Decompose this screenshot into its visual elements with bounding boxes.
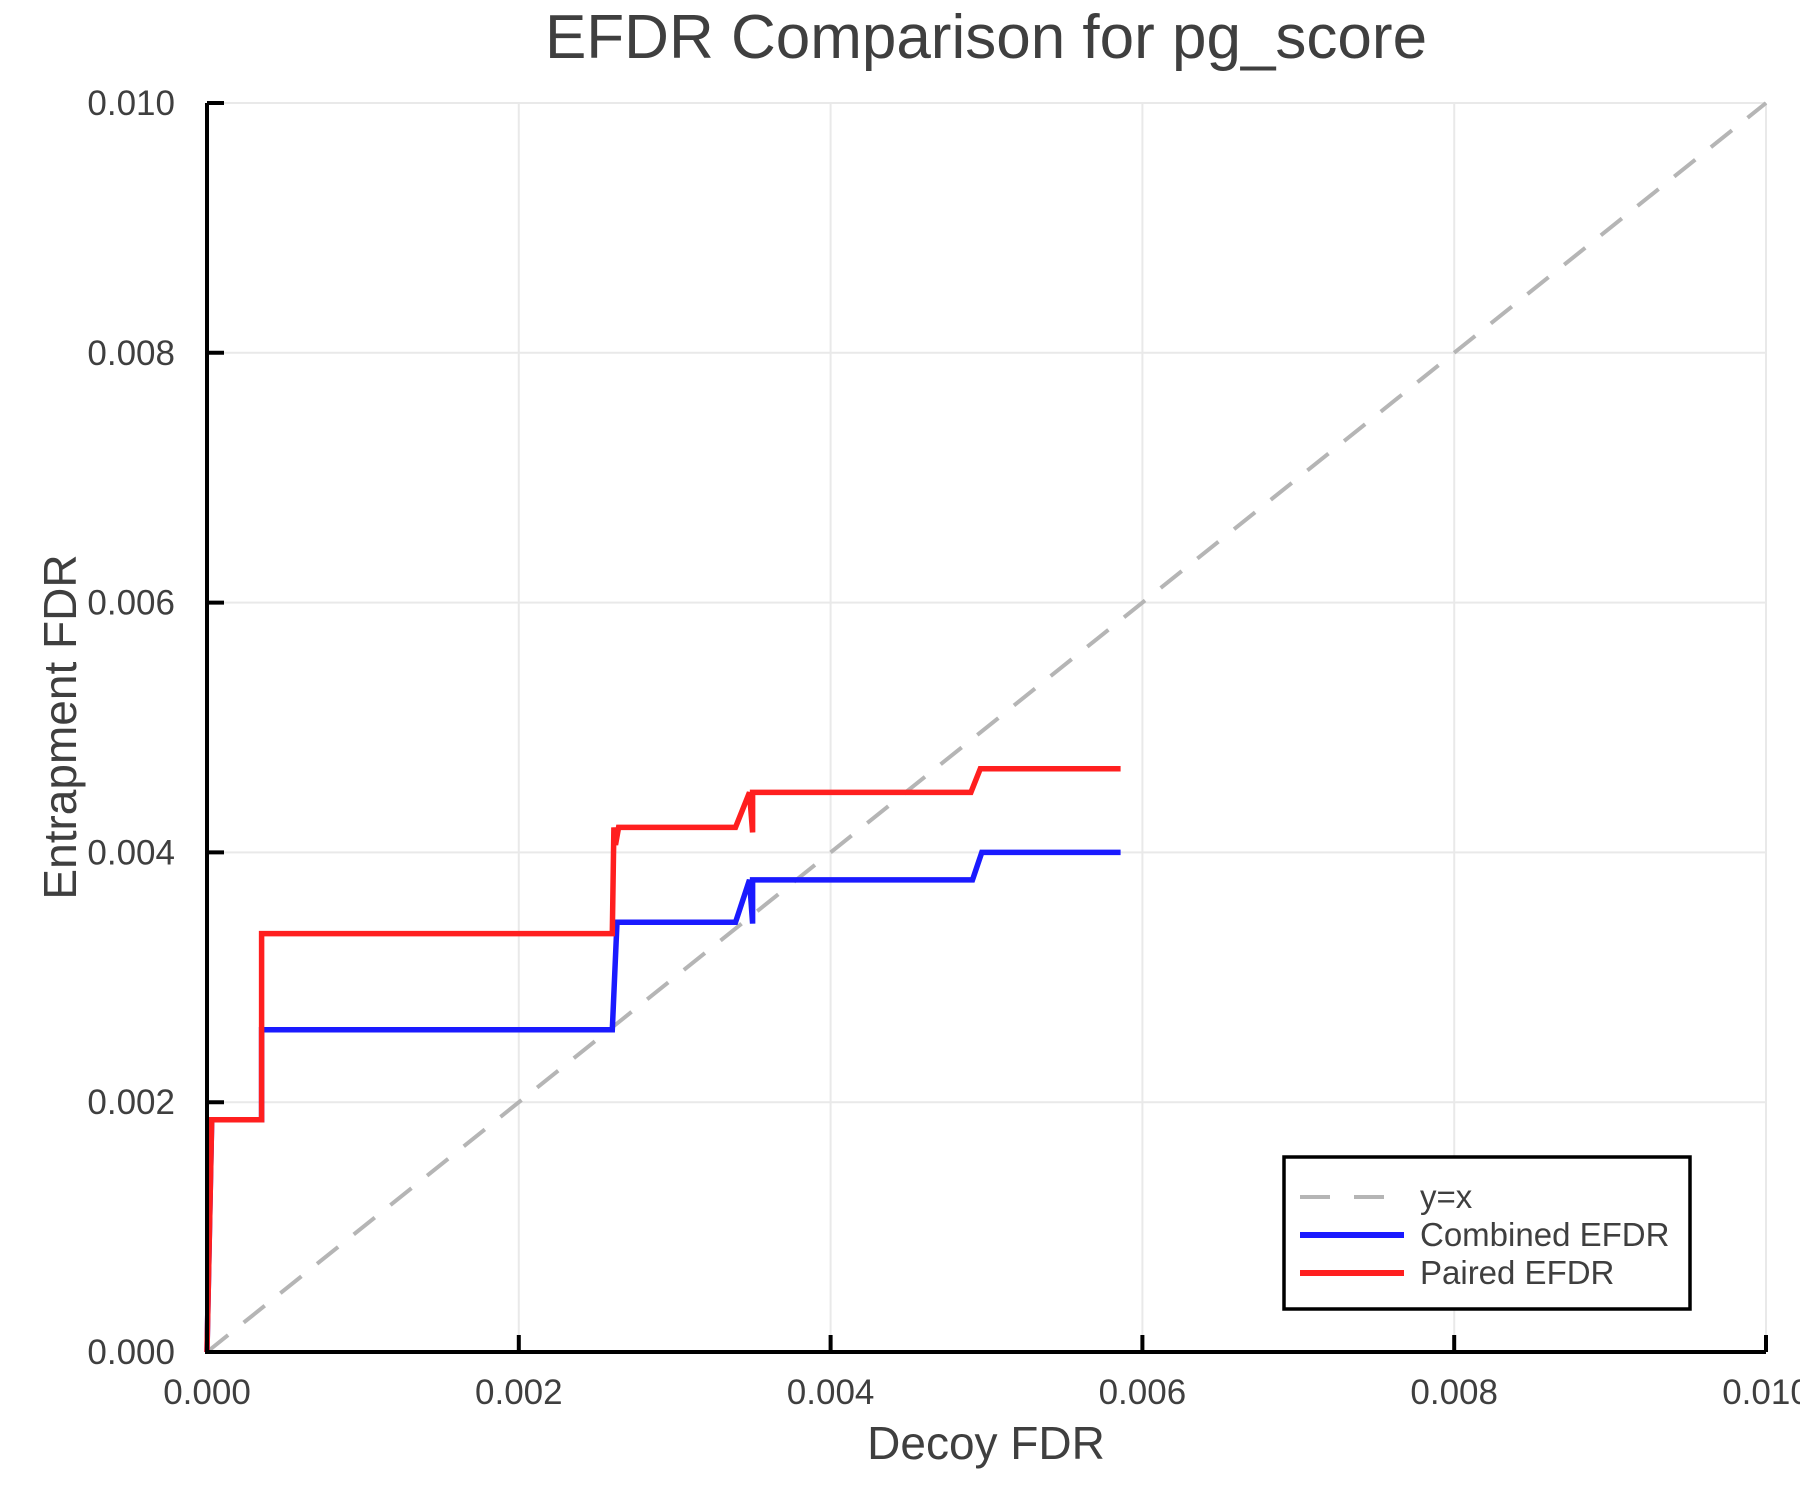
x-tick-label: 0.002 [475,1373,563,1412]
x-axis-label: Decoy FDR [867,1417,1105,1469]
y-axis-label: Entrapment FDR [34,554,86,899]
x-tick-label: 0.000 [163,1373,251,1412]
y-tick-label: 0.004 [87,833,175,872]
y-tick-label: 0.010 [87,84,175,123]
chart-title: EFDR Comparison for pg_score [545,3,1427,72]
axis-ticks: 0.000 0.002 0.004 0.006 0.008 0.010 0.000 0.002… [87,84,1800,1412]
series-lines [204,765,1121,1353]
y-tick-label: 0.006 [87,584,175,623]
series-line-paired-efdr [204,765,1121,1353]
y-tick-label: 0.008 [87,334,175,373]
legend-entry-label: Combined EFDR [1420,1216,1669,1253]
y-equals-x-dashed-line [205,101,1768,1354]
y-tick-label: 0.002 [87,1083,175,1122]
legend-entry-label: y=x [1420,1178,1473,1215]
axes-spines [205,103,1766,1354]
x-tick-label: 0.006 [1099,1373,1187,1412]
reference-line-y-equals-x [205,101,1768,1354]
legend-entry-label: Paired EFDR [1420,1254,1614,1291]
x-tick-label: 0.008 [1410,1373,1498,1412]
x-tick-label: 0.004 [787,1373,875,1412]
x-tick-label: 0.010 [1722,1373,1800,1412]
gridlines [207,102,1767,1352]
y-tick-label: 0.000 [87,1333,175,1372]
